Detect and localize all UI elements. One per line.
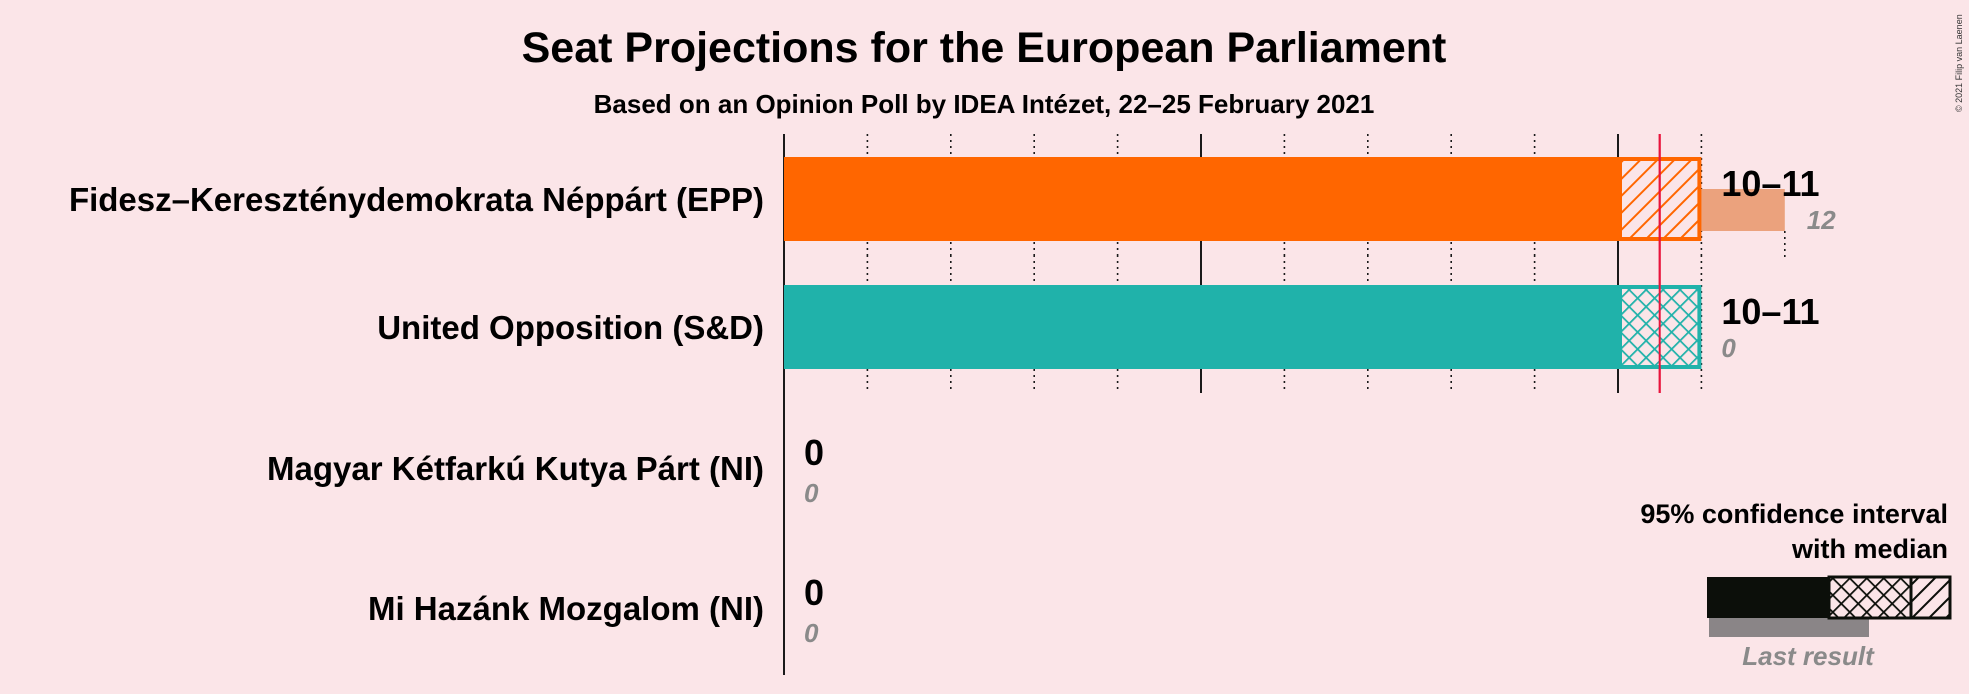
chart-title: Seat Projections for the European Parlia… <box>522 24 1447 72</box>
range-label: 0 <box>804 572 824 613</box>
last-result-label: 0 <box>1721 333 1736 363</box>
party-label: Fidesz–Kereszténydemokrata Néppárt (EPP) <box>69 181 764 218</box>
legend-diagonal-bar <box>1909 575 1952 620</box>
chart-subtitle: Based on an Opinion Poll by IDEA Intézet… <box>594 89 1375 119</box>
party-label: United Opposition (S&D) <box>377 309 764 346</box>
party-labels: Fidesz–Kereszténydemokrata Néppárt (EPP)… <box>69 163 1836 648</box>
copyright-notice: © 2021 Filip van Laenen <box>1954 14 1964 112</box>
last-result-label: 0 <box>804 618 819 648</box>
range-label: 10–11 <box>1721 163 1819 204</box>
last-result-label: 0 <box>804 478 819 508</box>
legend: 95% confidence interval with median Last… <box>1640 499 1952 671</box>
bar-solid <box>784 157 1618 241</box>
legend-crosshatch-bar <box>1827 575 1913 620</box>
legend-solid-bar <box>1707 577 1829 618</box>
bar-solid <box>784 285 1618 369</box>
bars <box>784 134 1786 393</box>
party-label: Magyar Kétfarkú Kutya Párt (NI) <box>267 450 764 487</box>
legend-median-label: with median <box>1791 534 1948 564</box>
last-result-label: 12 <box>1807 205 1836 235</box>
legend-ci-label: 95% confidence interval <box>1640 499 1948 529</box>
legend-last-result-label: Last result <box>1742 641 1875 671</box>
party-label: Mi Hazánk Mozgalom (NI) <box>368 590 764 627</box>
range-label: 10–11 <box>1721 291 1819 332</box>
range-label: 0 <box>804 432 824 473</box>
